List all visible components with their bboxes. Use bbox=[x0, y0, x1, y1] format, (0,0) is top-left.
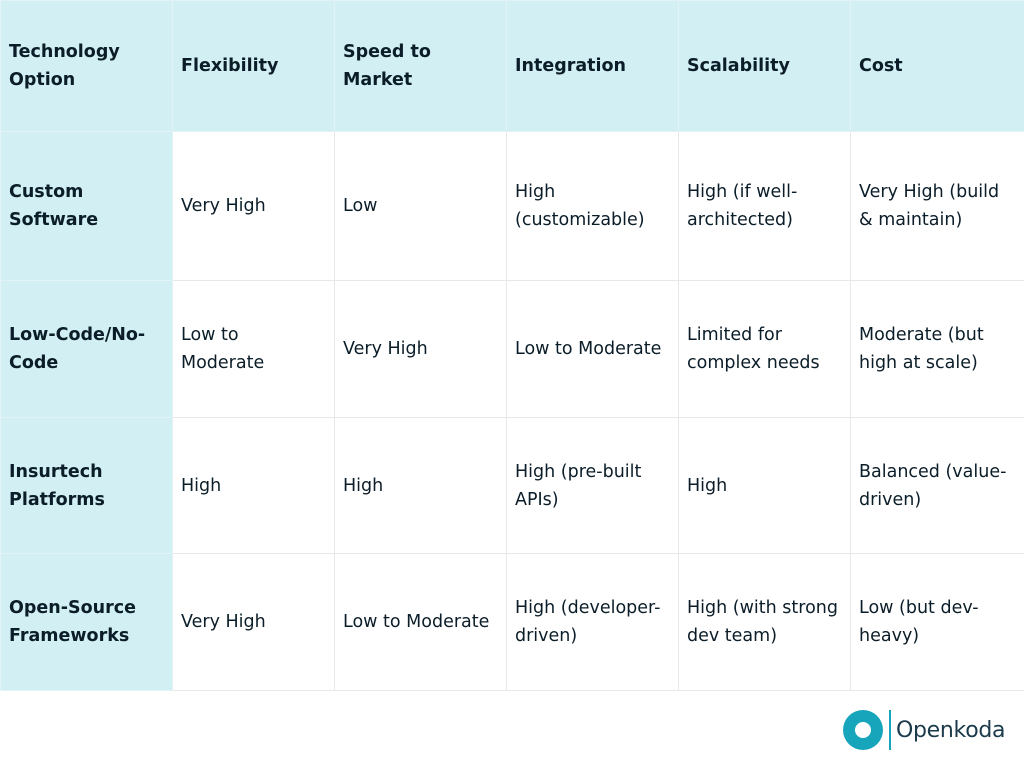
table-row: Open-Source Frameworks Very High Low to … bbox=[0, 553, 1024, 691]
row-label: Low-Code/No-Code bbox=[0, 280, 173, 418]
logo-text: Openkoda bbox=[896, 717, 1006, 743]
cell-integration: High (developer-driven) bbox=[506, 553, 679, 691]
cell-cost: Moderate (but high at scale) bbox=[850, 280, 1024, 418]
cell-integration: High (pre-built APIs) bbox=[506, 417, 679, 554]
openkoda-logo: Openkoda bbox=[843, 709, 1006, 751]
cell-flexibility: Low to Moderate bbox=[172, 280, 335, 418]
cell-scalability: High (with strong dev team) bbox=[678, 553, 851, 691]
table-row: Insurtech Platforms High High High (pre-… bbox=[0, 417, 1024, 554]
header-technology-option: Technology Option bbox=[0, 0, 173, 132]
cell-cost: Very High (build & maintain) bbox=[850, 131, 1024, 281]
header-flexibility: Flexibility bbox=[172, 0, 335, 132]
header-row: Technology Option Flexibility Speed to M… bbox=[0, 0, 1024, 132]
cell-flexibility: Very High bbox=[172, 553, 335, 691]
header-cost: Cost bbox=[850, 0, 1024, 132]
cell-flexibility: High bbox=[172, 417, 335, 554]
cell-scalability: Limited for complex needs bbox=[678, 280, 851, 418]
cell-cost: Balanced (value-driven) bbox=[850, 417, 1024, 554]
comparison-table: Technology Option Flexibility Speed to M… bbox=[0, 0, 1024, 691]
row-label: Open-Source Frameworks bbox=[0, 553, 173, 691]
header-integration: Integration bbox=[506, 0, 679, 132]
header-speed-to-market: Speed to Market bbox=[334, 0, 507, 132]
table-row: Low-Code/No-Code Low to Moderate Very Hi… bbox=[0, 280, 1024, 418]
cell-integration: Low to Moderate bbox=[506, 280, 679, 418]
row-label: Custom Software bbox=[0, 131, 173, 281]
cell-speed: Low to Moderate bbox=[334, 553, 507, 691]
cell-speed: Very High bbox=[334, 280, 507, 418]
header-scalability: Scalability bbox=[678, 0, 851, 132]
cell-cost: Low (but dev-heavy) bbox=[850, 553, 1024, 691]
cell-scalability: High bbox=[678, 417, 851, 554]
openkoda-ring-icon bbox=[843, 710, 883, 750]
cell-integration: High (customizable) bbox=[506, 131, 679, 281]
cell-scalability: High (if well-architected) bbox=[678, 131, 851, 281]
cell-flexibility: Very High bbox=[172, 131, 335, 281]
row-label: Insurtech Platforms bbox=[0, 417, 173, 554]
table-row: Custom Software Very High Low High (cust… bbox=[0, 131, 1024, 281]
cell-speed: High bbox=[334, 417, 507, 554]
cell-speed: Low bbox=[334, 131, 507, 281]
logo-divider bbox=[889, 710, 891, 750]
